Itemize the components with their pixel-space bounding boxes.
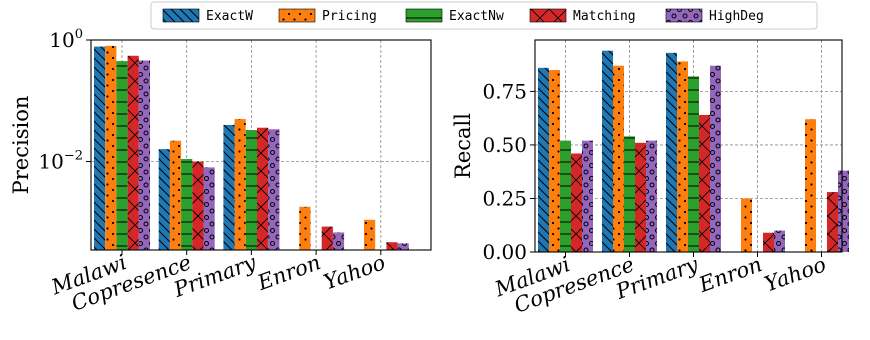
bar-matching-copresence — [192, 161, 204, 250]
legend-frame — [150, 1, 818, 30]
bar-exactw-malawi — [94, 46, 106, 250]
legend-label: HighDeg — [709, 9, 764, 24]
legend-item-exactw: ExactW — [162, 8, 253, 24]
bar-exactnw-primary — [245, 130, 257, 250]
bar-highdeg-primary — [710, 65, 721, 253]
bar-highdeg-yahoo — [838, 170, 849, 252]
legend-item-matching: Matching — [529, 8, 636, 24]
bar-highdeg-enron — [774, 230, 785, 252]
legend-swatch — [162, 8, 200, 23]
bar-exactnw-copresence — [181, 159, 193, 250]
legend-swatch — [278, 8, 316, 23]
bar-matching-primary — [257, 127, 269, 250]
y-tick-label: 0.25 — [482, 186, 527, 210]
bar-highdeg-primary — [268, 129, 280, 250]
bar-highdeg-malawi — [582, 140, 593, 252]
legend-label: Pricing — [322, 9, 377, 24]
recall-chart: 0.00 0.25 0.50 0.75 MalawiCopresencePrimaryE… — [451, 39, 849, 318]
y-tick-label: 10−2 — [38, 149, 83, 174]
y-axis-label: Precision — [9, 96, 33, 195]
bar-matching-enron — [321, 226, 333, 250]
bar-exactw-primary — [223, 124, 235, 250]
bar-matching-copresence — [635, 142, 646, 252]
bar-pricing-enron — [741, 198, 752, 252]
bar-pricing-yahoo — [805, 119, 816, 252]
y-tick-label: 0.50 — [482, 133, 527, 157]
bars — [538, 50, 849, 253]
plot-frame — [90, 39, 432, 251]
bar-pricing-malawi — [105, 45, 117, 250]
y-axis: 100 10−2 — [38, 27, 91, 174]
bar-exactnw-malawi — [560, 140, 571, 252]
x-tick-label-yahoo: Yahoo — [761, 252, 829, 296]
bar-matching-yahoo — [827, 192, 838, 252]
bar-matching-malawi — [571, 153, 582, 252]
bar-exactnw-copresence — [624, 136, 635, 252]
bar-pricing-primary — [677, 61, 688, 253]
y-tick-label: 0.75 — [482, 79, 527, 103]
y-tick-label: 100 — [49, 27, 83, 52]
legend-swatch — [529, 8, 567, 23]
plot-frame — [534, 39, 843, 253]
bar-highdeg-copresence — [203, 167, 215, 250]
y-axis-label: Recall — [451, 113, 475, 179]
x-tick-label-yahoo: Yahoo — [321, 250, 389, 294]
bar-exactw-copresence — [158, 149, 170, 250]
bar-exactnw-primary — [688, 76, 699, 252]
legend-label: ExactNw — [449, 9, 504, 24]
bar-pricing-primary — [234, 119, 246, 251]
legend-swatch — [405, 8, 443, 23]
bar-highdeg-enron — [332, 232, 345, 250]
bar-matching-enron — [763, 232, 774, 252]
bar-pricing-enron — [299, 206, 311, 250]
bar-exactw-primary — [666, 52, 677, 253]
bar-matching-yahoo — [386, 242, 398, 250]
bars — [94, 45, 409, 251]
bar-pricing-copresence — [613, 65, 624, 253]
y-tick-label: 0.00 — [482, 240, 527, 264]
bar-exactw-copresence — [602, 50, 613, 253]
bar-matching-malawi — [127, 55, 139, 250]
legend-label: Matching — [573, 9, 636, 24]
bar-highdeg-yahoo — [397, 243, 409, 250]
bar-highdeg-malawi — [138, 60, 150, 250]
x-tick-label-enron: Enron — [254, 250, 324, 295]
legend-item-pricing: Pricing — [278, 8, 377, 24]
legend-swatch — [665, 8, 703, 23]
bar-exactnw-malawi — [116, 61, 128, 250]
legend-label: ExactW — [206, 9, 253, 24]
bar-exactw-malawi — [538, 67, 549, 253]
bar-highdeg-copresence — [646, 140, 657, 252]
bar-pricing-malawi — [549, 69, 560, 252]
x-tick-label-enron: Enron — [695, 252, 765, 297]
y-axis: 0.00 0.25 0.50 0.75 — [482, 79, 535, 264]
bar-pricing-copresence — [169, 140, 182, 250]
legend-item-highdeg: HighDeg — [665, 8, 764, 24]
precision-chart: 100 10−2 MalawiCopresencePrimaryEnronYahoo… — [9, 27, 432, 316]
bar-matching-primary — [699, 114, 710, 252]
legend-item-exactnw: ExactNw — [405, 8, 504, 24]
legend: ExactW Pricing ExactNw Matching HighDeg — [150, 1, 818, 30]
bar-pricing-yahoo — [364, 219, 376, 250]
